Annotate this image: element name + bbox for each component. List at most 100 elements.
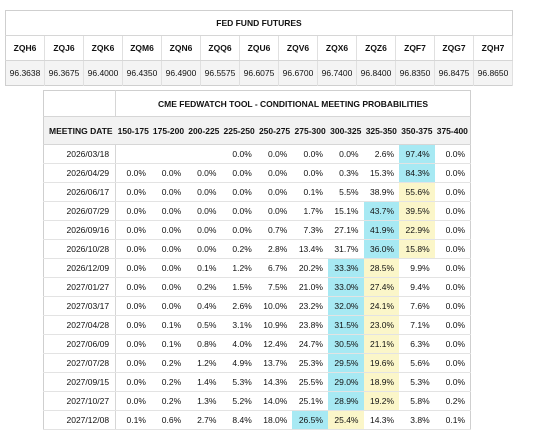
probability-cell: 25.4% [327,410,364,430]
futures-title: FED FUND FUTURES [5,10,513,36]
meeting-row: 2026/07/29 0.0% 0.0% 0.0% 0.0% 0.0% 1.7% 15.1% 4… [43,201,471,221]
probability-cell: 0.0% [434,201,471,221]
probability-cell: 1.3% [186,391,222,411]
probability-cell: 0.0% [221,201,257,221]
probability-cell: 7.3% [292,220,328,240]
probability-cell: 25.5% [292,372,328,392]
probability-cell: 0.0% [256,201,293,221]
probability-cell: 5.3% [399,372,435,392]
probability-cell: 1.5% [221,277,257,297]
meeting-date: 2027/12/08 [43,410,117,430]
probability-cell: 0.0% [221,163,257,183]
meeting-date: 2026/09/16 [43,220,117,240]
probability-cell: 0.0% [186,182,222,202]
probability-cell: 0.0% [434,277,471,297]
futures-code-row: ZQH6 ZQJ6 ZQK6 ZQM6 ZQN6 ZQQ6 ZQU6 ZQV6 ZQX6 ZQZ6… [5,35,513,61]
probability-cell: 14.3% [363,410,400,430]
probability-cell: 0.0% [115,163,151,183]
futures-price-zqg7: 96.8475 [434,60,474,86]
probability-cell: 0.2% [150,372,187,392]
probability-cell: 0.6% [150,410,187,430]
probability-cell: 0.0% [115,258,151,278]
probability-cell: 4.0% [221,334,257,354]
futures-price-zqx6: 96.7400 [317,60,357,86]
probability-cell: 27.1% [327,220,364,240]
probability-cell: 0.0% [115,391,151,411]
probability-cell: 5.2% [221,391,257,411]
probability-cell: 9.9% [399,258,435,278]
probability-cell: 0.0% [150,277,187,297]
futures-code-zqz6: ZQZ6 [356,35,396,61]
meeting-row: 2027/03/17 0.0% 0.0% 0.4% 2.6% 10.0% 23.2% 32.0… [43,296,471,316]
probability-cell: 0.0% [434,163,471,183]
meeting-row: 2027/06/09 0.0% 0.1% 0.8% 4.0% 12.4% 24.7% 30.5… [43,334,471,354]
probability-cell: 0.1% [292,182,328,202]
probability-cell: 28.9% [327,391,364,411]
probability-cell: 0.0% [115,372,151,392]
probability-cell: 0.2% [434,391,471,411]
probability-cell: 25.3% [292,353,328,373]
futures-price-zqh6: 96.3638 [5,60,45,86]
range-header-200-225: 200-225 [186,116,222,145]
range-header-250-275: 250-275 [256,116,293,145]
meeting-row: 2027/10/27 0.0% 0.2% 1.3% 5.2% 14.0% 25.1% 28.9… [43,391,471,411]
probability-cell: 0.1% [115,410,151,430]
fed-fund-futures-table: FED FUND FUTURES ZQH6 ZQJ6 ZQK6 ZQM6 ZQN6 ZQQ… [5,10,513,86]
probability-cell: 41.9% [363,220,400,240]
probability-cell: 0.0% [434,182,471,202]
futures-price-zqz6: 96.8400 [356,60,396,86]
probability-cell: 0.1% [150,334,187,354]
probability-cell: 29.5% [327,353,364,373]
probability-cell: 0.0% [256,182,293,202]
probability-cell: 0.0% [150,296,187,316]
probability-cell: 8.4% [221,410,257,430]
probability-cell: 0.0% [434,220,471,240]
probability-cell: 5.8% [399,391,435,411]
futures-price-row: 96.3638 96.3675 96.4000 96.4350 96.4900 96.55… [5,60,513,86]
probability-cell: 19.2% [363,391,400,411]
probability-cell: 22.9% [399,220,435,240]
probability-cell: 5.3% [221,372,257,392]
probability-cell: 13.4% [292,239,328,259]
meeting-row: 2026/10/28 0.0% 0.0% 0.0% 0.2% 2.8% 13.4% 31.7%… [43,239,471,259]
meeting-date: 2027/10/27 [43,391,117,411]
futures-code-zqn6: ZQN6 [161,35,201,61]
probability-cell: 1.2% [221,258,257,278]
probability-cell: 0.0% [150,258,187,278]
probability-cell: 0.0% [115,334,151,354]
futures-code-zqk6: ZQK6 [83,35,123,61]
probability-cell: 2.8% [256,239,293,259]
probability-cell: 0.2% [150,391,187,411]
probability-cell: 0.0% [292,163,328,183]
probability-cell: 14.3% [256,372,293,392]
title-blank-cell [43,90,117,117]
probability-cell: 39.5% [399,201,435,221]
probability-cell: 5.6% [399,353,435,373]
meeting-row: 2027/04/28 0.0% 0.1% 0.5% 3.1% 10.9% 23.8% 31.5… [43,315,471,335]
probability-cell: 18.0% [256,410,293,430]
range-header-275-300: 275-300 [292,116,328,145]
probability-cell: 7.6% [399,296,435,316]
futures-code-zqm6: ZQM6 [122,35,162,61]
futures-price-zqu6: 96.6075 [239,60,279,86]
range-header-300-325: 300-325 [327,116,364,145]
probability-cell: 36.0% [363,239,400,259]
meeting-row: 2027/12/08 0.1% 0.6% 2.7% 8.4% 18.0% 26.5% 25.4… [43,410,471,430]
probability-cell: 0.7% [256,220,293,240]
probability-cell: 0.0% [221,220,257,240]
probability-cell: 23.8% [292,315,328,335]
range-header-375-400: 375-400 [434,116,471,145]
probability-cell: 1.7% [292,201,328,221]
probability-cell: 21.1% [363,334,400,354]
probability-cell: 2.6% [363,144,400,164]
probability-cell: 3.8% [399,410,435,430]
probability-cell: 0.0% [186,163,222,183]
futures-price-zqh7: 96.8650 [473,60,513,86]
probability-cell: 10.0% [256,296,293,316]
range-header-325-350: 325-350 [363,116,400,145]
meeting-date: 2027/06/09 [43,334,117,354]
meeting-date: 2027/04/28 [43,315,117,335]
probability-cell: 0.1% [150,315,187,335]
futures-code-zqj6: ZQJ6 [44,35,84,61]
probability-cell: 0.0% [150,163,187,183]
